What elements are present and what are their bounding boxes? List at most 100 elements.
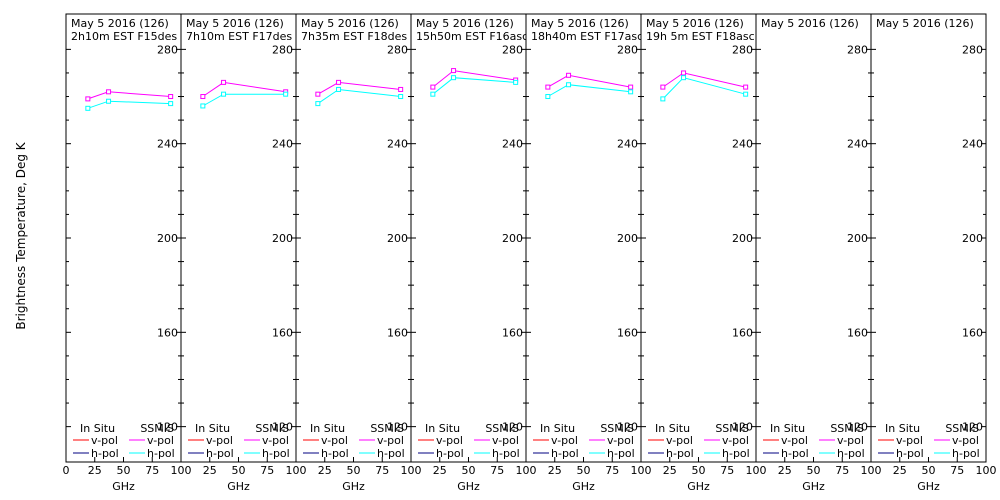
legend-ssmis-title: SSMIS: [485, 422, 519, 435]
data-point: [200, 94, 206, 100]
y-tick-label: 160: [157, 326, 178, 339]
panel-title-date: May 5 2016 (126): [876, 17, 974, 30]
y-tick-label: 200: [157, 232, 178, 245]
legend-insitu-vpol-label: v-pol: [551, 434, 578, 447]
data-point: [628, 89, 634, 95]
series-ssmis-h-pol: [315, 86, 404, 107]
legend-ssmis-hpol-label: h-pol: [607, 447, 635, 460]
legend-ssmis-vpol-label: v-pol: [607, 434, 634, 447]
panel-title-date: May 5 2016 (126): [646, 17, 744, 30]
y-tick-label: 160: [387, 326, 408, 339]
y-tick-label: 200: [847, 232, 868, 245]
series-line: [662, 77, 746, 100]
series-ssmis-h-pol: [660, 75, 749, 102]
data-point: [200, 103, 206, 109]
data-point: [545, 84, 551, 90]
y-tick-label: 240: [962, 138, 983, 151]
y-tick-label: 280: [847, 43, 868, 56]
panel-1: May 5 2016 (126)2h10m EST F15des 120 160 20…: [63, 13, 192, 493]
legend-ssmis-vpol-label: v-pol: [952, 434, 979, 447]
y-tick-label: 240: [387, 138, 408, 151]
panel-title-time: 2h10m EST F15des: [71, 30, 177, 43]
legend-insitu-hpol-label: h-pol: [91, 447, 119, 460]
y-tick-label: 120: [502, 421, 523, 434]
legend-ssmis-hpol-label: h-pol: [147, 447, 175, 460]
legend-insitu-hpol-label: h-pol: [896, 447, 924, 460]
data-point: [628, 84, 634, 90]
panel-8: May 5 2016 (126) 120 160 200 240 280 25 50 75 100…: [870, 13, 997, 493]
y-tick-label: 120: [962, 421, 983, 434]
panel-title-group: May 5 2016 (126)19h 5m EST F18asc: [646, 17, 755, 43]
panel-title-time: 7h10m EST F17des: [186, 30, 292, 43]
legend-insitu-vpol-label: v-pol: [436, 434, 463, 447]
legend-insitu-title: In Situ: [195, 422, 230, 435]
data-point: [221, 91, 227, 97]
y-tick-label: 200: [502, 232, 523, 245]
x-tick-label: 0: [63, 464, 70, 477]
data-point: [85, 105, 91, 111]
legend-ssmis-vpol-label: v-pol: [147, 434, 174, 447]
series-ssmis-v-pol: [200, 79, 289, 100]
y-tick-label: 280: [272, 43, 293, 56]
x-tick-label: 75: [720, 464, 734, 477]
y-tick-label: 240: [732, 138, 753, 151]
data-point: [681, 70, 687, 76]
y-tick-label: 160: [617, 326, 638, 339]
legend-insitu-hpol-label: h-pol: [781, 447, 809, 460]
panel-3: May 5 2016 (126)7h35m EST F18des 120 160 20…: [295, 13, 422, 493]
legend-ssmis-hpol-label: h-pol: [492, 447, 520, 460]
legend-insitu-title: In Situ: [885, 422, 920, 435]
series-line: [547, 74, 631, 88]
x-axis-label: GHz: [572, 480, 595, 493]
panel-title-group: May 5 2016 (126): [876, 17, 974, 30]
panel-title-date: May 5 2016 (126): [416, 17, 514, 30]
x-axis-label: GHz: [112, 480, 135, 493]
data-point: [430, 91, 436, 97]
x-tick-label: 75: [375, 464, 389, 477]
series-ssmis-v-pol: [85, 89, 174, 102]
y-tick-label: 160: [732, 326, 753, 339]
panel-title-group: May 5 2016 (126)15h50m EST F16asc: [416, 17, 526, 43]
legend-ssmis-hpol-label: h-pol: [837, 447, 865, 460]
data-point: [221, 79, 227, 85]
data-point: [315, 91, 321, 97]
y-tick-label: 280: [502, 43, 523, 56]
panel-title-time: 7h35m EST F18des: [301, 30, 407, 43]
y-tick-label: 200: [732, 232, 753, 245]
legend-insitu-vpol-label: v-pol: [91, 434, 118, 447]
x-tick-label: 75: [950, 464, 964, 477]
y-tick-label: 200: [272, 232, 293, 245]
series-ssmis-h-pol: [200, 91, 289, 109]
legend-insitu-vpol-label: v-pol: [781, 434, 808, 447]
data-point: [566, 72, 572, 78]
legend-insitu-hpol-label: h-pol: [551, 447, 579, 460]
panel-title-date: May 5 2016 (126): [186, 17, 284, 30]
panel-title-group: May 5 2016 (126)7h10m EST F17des: [186, 17, 292, 43]
y-tick-label: 120: [617, 421, 638, 434]
x-tick-label: 100: [631, 464, 652, 477]
legend-insitu-title: In Situ: [655, 422, 690, 435]
x-tick-label: 100: [746, 464, 767, 477]
legend-ssmis-title: SSMIS: [370, 422, 404, 435]
panel-4: May 5 2016 (126)15h50m EST F16asc 120 160 2…: [410, 13, 537, 493]
series-ssmis-h-pol: [430, 75, 519, 97]
data-point: [85, 96, 91, 102]
x-tick-label: 50: [692, 464, 706, 477]
data-point: [168, 94, 174, 100]
x-axis-label: GHz: [342, 480, 365, 493]
legend-ssmis-title: SSMIS: [255, 422, 289, 435]
x-tick-label: 25: [433, 464, 447, 477]
series-line: [547, 84, 631, 97]
legend-ssmis-vpol-label: v-pol: [262, 434, 289, 447]
legend-insitu-hpol-label: h-pol: [206, 447, 234, 460]
data-point: [283, 91, 289, 97]
y-tick-label: 120: [157, 421, 178, 434]
y-tick-label: 240: [847, 138, 868, 151]
series-line: [87, 100, 171, 109]
series-ssmis-h-pol: [545, 82, 634, 100]
x-axis-label: GHz: [687, 480, 710, 493]
panel-7: May 5 2016 (126) 120 160 200 240 280 25 50 75 100…: [755, 13, 882, 493]
panel-title-group: May 5 2016 (126)18h40m EST F17asc: [531, 17, 641, 43]
legend-ssmis-title: SSMIS: [140, 422, 174, 435]
data-point: [168, 101, 174, 107]
